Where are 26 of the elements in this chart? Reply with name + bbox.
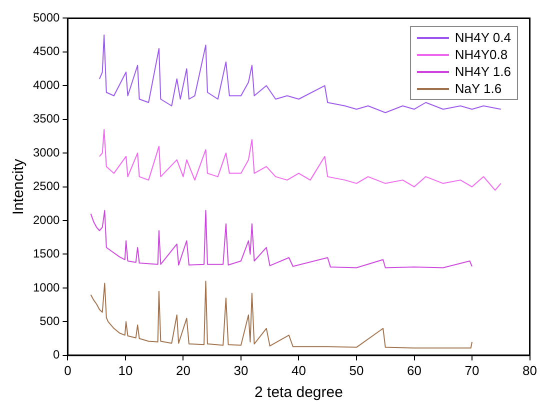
- legend-label: NH4Y0.8: [454, 46, 508, 63]
- y-tick-label: 1500: [32, 246, 60, 261]
- y-tick-label: 2000: [32, 212, 60, 227]
- x-tick-label: 20: [176, 362, 190, 378]
- y-tick-label: 2500: [32, 179, 60, 194]
- x-tick-label: 80: [522, 362, 538, 378]
- y-tick-label: 0: [53, 348, 60, 362]
- legend-label: NaY 1.6: [454, 80, 502, 97]
- legend-label: NH4Y 0.4: [454, 29, 511, 46]
- y-tick-label: 3000: [32, 145, 60, 160]
- y-tick-label: 4000: [32, 78, 60, 92]
- x-axis-title: 2 teta degree: [254, 384, 343, 402]
- x-tick-label: 60: [407, 362, 422, 378]
- x-tick-label: 30: [234, 362, 248, 378]
- x-tick-label: 40: [292, 362, 306, 378]
- y-tick-label: 500: [40, 314, 60, 328]
- legend-label: NH4Y 1.6: [454, 63, 511, 80]
- y-tick-label: 1000: [32, 280, 60, 294]
- x-tick-label: 50: [349, 362, 364, 378]
- y-tick-label: 3500: [32, 112, 60, 126]
- x-tick-label: 0: [64, 362, 72, 378]
- x-tick-label: 10: [118, 362, 133, 378]
- x-tick-label: 70: [464, 362, 480, 378]
- y-tick-label: 4500: [32, 44, 60, 58]
- y-axis-title: Intencity: [10, 158, 28, 215]
- y-tick-label: 5000: [32, 10, 60, 25]
